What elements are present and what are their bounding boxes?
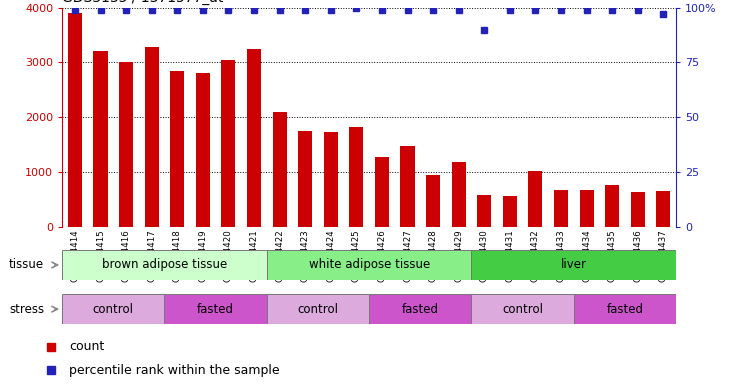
Bar	[580, 190, 594, 227]
Text: fasted: fasted	[197, 303, 234, 316]
Bar	[656, 191, 670, 227]
Text: control: control	[502, 303, 543, 316]
Bar	[580, 190, 594, 227]
Bar	[349, 127, 363, 227]
Text: tissue: tissue	[9, 258, 45, 271]
Bar	[503, 196, 517, 227]
Bar	[324, 132, 338, 227]
Text: stress: stress	[9, 303, 45, 316]
Bar	[426, 175, 440, 227]
Bar	[401, 146, 414, 227]
Bar	[298, 131, 312, 227]
Bar	[471, 294, 574, 324]
Bar	[94, 51, 107, 227]
Bar	[273, 112, 287, 227]
Bar	[656, 191, 670, 227]
Bar	[170, 71, 184, 227]
Bar	[94, 51, 107, 227]
Bar	[401, 146, 414, 227]
Bar	[426, 175, 440, 227]
Bar	[68, 13, 82, 227]
Bar	[324, 132, 338, 227]
Bar	[503, 196, 517, 227]
Bar	[369, 294, 471, 324]
Bar	[247, 49, 261, 227]
Bar	[554, 190, 568, 227]
Bar	[477, 195, 491, 227]
Bar	[221, 60, 235, 227]
Bar	[62, 250, 267, 280]
Text: white adipose tissue: white adipose tissue	[308, 258, 430, 271]
Bar	[375, 157, 389, 227]
Bar	[273, 112, 287, 227]
Bar	[298, 131, 312, 227]
Bar	[554, 190, 568, 227]
Bar	[145, 47, 159, 227]
Text: fasted: fasted	[402, 303, 439, 316]
Bar	[452, 162, 466, 227]
Bar	[196, 73, 210, 227]
Bar	[247, 49, 261, 227]
Bar	[119, 62, 133, 227]
Bar	[119, 62, 133, 227]
Bar	[477, 195, 491, 227]
Bar	[145, 47, 159, 227]
Bar	[349, 127, 363, 227]
Bar	[267, 294, 369, 324]
Text: fasted: fasted	[607, 303, 643, 316]
Bar	[631, 192, 645, 227]
Text: percentile rank within the sample: percentile rank within the sample	[69, 364, 280, 377]
Bar	[221, 60, 235, 227]
Bar	[170, 71, 184, 227]
Text: GDS3135 / 1371577_at: GDS3135 / 1371577_at	[62, 0, 224, 5]
Bar	[452, 162, 466, 227]
Text: liver: liver	[561, 258, 587, 271]
Bar	[631, 192, 645, 227]
Bar	[62, 294, 164, 324]
Bar	[471, 250, 676, 280]
Text: brown adipose tissue: brown adipose tissue	[102, 258, 227, 271]
Text: control: control	[298, 303, 338, 316]
Bar	[605, 185, 619, 227]
Bar	[196, 73, 210, 227]
Text: count: count	[69, 341, 105, 354]
Bar	[529, 171, 542, 227]
Bar	[375, 157, 389, 227]
Bar	[529, 171, 542, 227]
Bar	[605, 185, 619, 227]
Bar	[267, 250, 471, 280]
Bar	[574, 294, 676, 324]
Bar	[68, 13, 82, 227]
Bar	[164, 294, 267, 324]
Text: control: control	[93, 303, 134, 316]
